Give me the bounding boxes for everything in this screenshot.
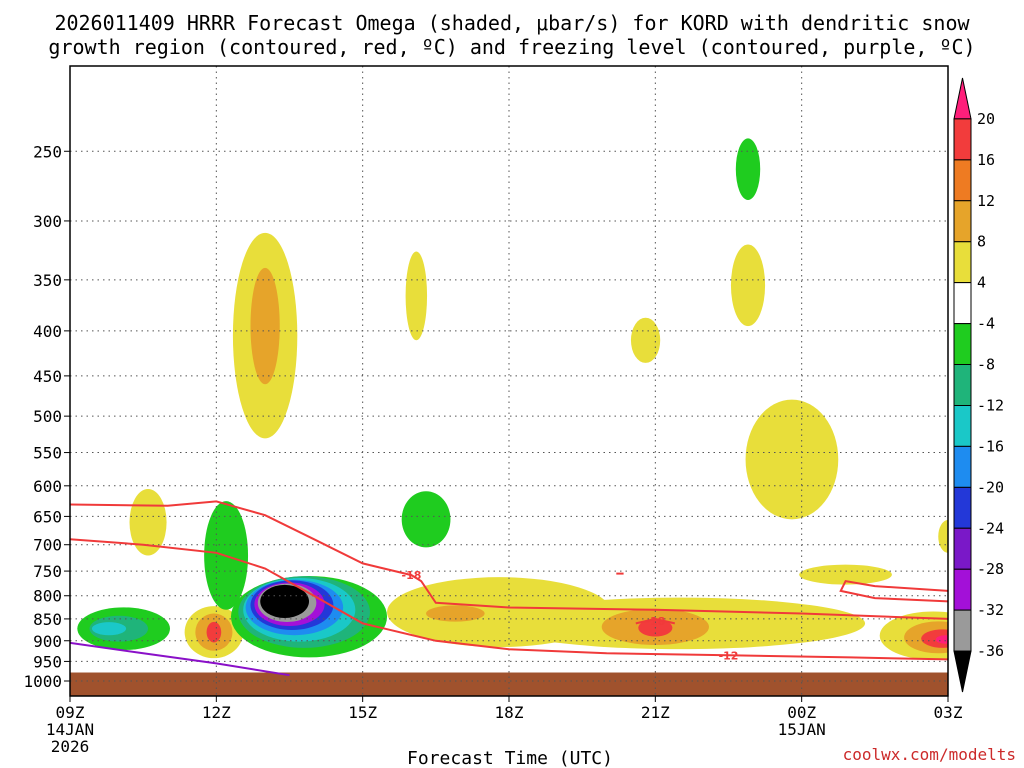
omega-shading-layer: [77, 138, 948, 660]
colorbar-bin-4: [953, 241, 972, 284]
colorbar-bin-6: [953, 323, 972, 366]
y-tick-label-800: 800: [33, 587, 62, 606]
colorbar-bin-3: [953, 200, 972, 243]
x-tick-sublabel-09Z: 14JAN: [46, 720, 94, 739]
colorbar-bin-11: [953, 527, 972, 570]
dgz-minus18-lobe-21z-label: -18: [645, 615, 665, 628]
dgz-minus18-lobe-21z: [635, 617, 676, 625]
colorbar-bin-9: [953, 445, 972, 488]
colorbar-label-10: -24: [977, 519, 1004, 537]
shade-green-2330z-top: [735, 138, 761, 200]
colorbar-label-6: -8: [977, 356, 995, 374]
colorbar-bin-14: [953, 650, 972, 693]
colorbar-bin-7: [953, 364, 972, 406]
y-tick-label-500: 500: [33, 407, 62, 426]
y-tick-label-700: 700: [33, 536, 62, 555]
y-tick-label-250: 250: [33, 142, 62, 161]
x-tick-label-21Z: 21Z: [641, 703, 670, 722]
colorbar-label-12: -32: [977, 601, 1004, 619]
x-tick-sublabel-00Z: 15JAN: [778, 720, 826, 739]
x-axis-title: Forecast Time (UTC): [407, 748, 613, 768]
colorbar-bin-5: [953, 282, 972, 325]
x-tick-label-18Z: 18Z: [495, 703, 524, 722]
contour-layer: -12 -18 -18: [70, 500, 948, 677]
y-tick-label-400: 400: [33, 322, 62, 341]
y-tick-label-300: 300: [33, 212, 62, 231]
dgz-minus12-line-label: -12: [719, 649, 739, 662]
colorbar-label-3: 8: [977, 233, 986, 251]
ground-surface: [70, 672, 948, 696]
shade-pink-02z-low: [935, 635, 948, 644]
shade-orange-16z-low: [426, 605, 485, 622]
x-tick-year-09Z: 2026: [51, 737, 90, 756]
x-tick-label-12Z: 12Z: [202, 703, 231, 722]
source-credit: coolwx.com/modelts: [843, 745, 1016, 764]
colorbar-bin-13: [953, 609, 972, 652]
y-tick-label-350: 350: [33, 271, 62, 290]
colorbar-bin-12: [953, 568, 972, 611]
dgz-minus18-line-label: -18: [402, 569, 422, 582]
colorbar-bin-8: [953, 404, 972, 447]
dgz-minus12-line: [70, 538, 948, 661]
x-tick-label-09Z: 09Z: [56, 703, 85, 722]
colorbar-label-1: 16: [977, 151, 995, 169]
colorbar-label-11: -28: [977, 560, 1004, 578]
y-tick-label-550: 550: [33, 444, 62, 463]
colorbar-label-0: 20: [977, 110, 995, 128]
colorbar-bin-0: [953, 77, 972, 120]
colorbar-label-9: -20: [977, 478, 1004, 496]
dgz-loop-00z: [839, 579, 948, 603]
freezing-level-line: [70, 641, 290, 677]
shade-yellow-2330z-upper: [730, 244, 766, 327]
y-tick-label-900: 900: [33, 632, 62, 651]
shade-orange-12z-upper: [250, 267, 280, 385]
x-tick-label-15Z: 15Z: [348, 703, 377, 722]
shade-green-16z-mid: [401, 491, 451, 548]
y-tick-label-650: 650: [33, 507, 62, 526]
shade-black-14z: [260, 584, 310, 619]
y-tick-label-450: 450: [33, 367, 62, 386]
colorbar-label-2: 12: [977, 192, 995, 210]
shade-yellow-2030z-upper: [630, 317, 661, 363]
colorbar-label-8: -16: [977, 437, 1004, 455]
colorbar-bin-1: [953, 118, 972, 161]
shade-yellow-16z-upper: [405, 251, 428, 341]
colorbar: 20 16 12 8 4 -4 -8 -12 -16 -20 -24 -28 -32 -36: [953, 77, 1004, 693]
chart-title-line2: growth region (contoured, red, ºC) and f…: [48, 35, 975, 59]
y-tick-label-950: 950: [33, 652, 62, 671]
y-tick-label-600: 600: [33, 477, 62, 496]
shade-yellow-0030z-low: [799, 564, 892, 585]
x-tick-label-00Z: 00Z: [787, 703, 816, 722]
colorbar-label-4: 4: [977, 274, 986, 292]
shade-cyan-0930z: [91, 622, 127, 636]
colorbar-label-5: -4: [977, 315, 995, 333]
colorbar-label-7: -12: [977, 396, 1004, 414]
shade-red-12z-low: [206, 621, 222, 643]
x-tick-label-03Z: 03Z: [934, 703, 963, 722]
colorbar-label-13: -36: [977, 642, 1004, 660]
chart-title-line1: 2026011409 HRRR Forecast Omega (shaded, …: [54, 11, 970, 35]
y-tick-label-1000: 1000: [23, 672, 62, 691]
y-tick-label-750: 750: [33, 562, 62, 581]
colorbar-bin-2: [953, 159, 972, 202]
colorbar-bin-10: [953, 486, 972, 529]
dgz-minus18-line: [70, 500, 948, 620]
y-tick-label-850: 850: [33, 610, 62, 629]
y-axis: 250 300 350 400 450 500 550 600 650 700 750 800 850 9…: [23, 142, 70, 691]
shade-yellow-00z-mid: [745, 399, 839, 520]
